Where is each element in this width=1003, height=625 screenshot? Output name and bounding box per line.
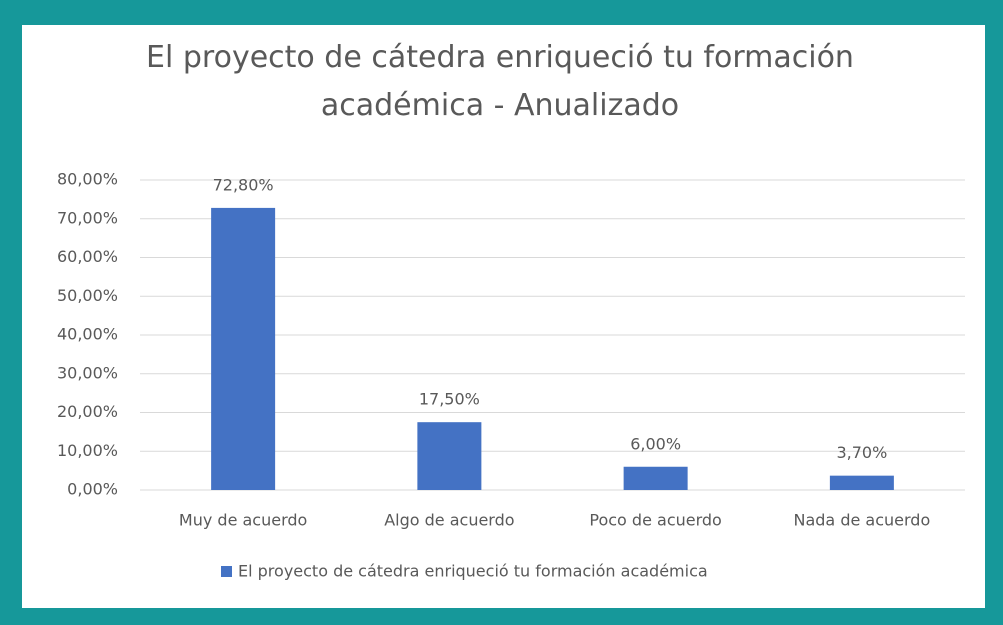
data-label: 6,00%: [630, 434, 681, 453]
y-tick-label: 40,00%: [57, 325, 118, 344]
y-tick-label: 10,00%: [57, 441, 118, 460]
y-tick-label: 50,00%: [57, 286, 118, 305]
bar: [211, 207, 276, 490]
data-label: 3,70%: [836, 443, 887, 462]
legend-swatch: [221, 566, 232, 577]
x-tick-label: Algo de acuerdo: [384, 511, 514, 530]
y-tick-label: 70,00%: [57, 208, 118, 227]
legend-label: El proyecto de cátedra enriqueció tu for…: [238, 562, 708, 581]
x-tick-label: Muy de acuerdo: [179, 511, 307, 530]
y-tick-label: 20,00%: [57, 402, 118, 421]
bar: [417, 422, 482, 490]
y-tick-label: 60,00%: [57, 247, 118, 266]
bar: [623, 466, 688, 490]
x-tick-label: Poco de acuerdo: [589, 511, 721, 530]
x-tick-label: Nada de acuerdo: [794, 511, 931, 530]
chart-title: El proyecto de cátedra enriqueció tu for…: [146, 40, 854, 123]
y-tick-label: 30,00%: [57, 363, 118, 382]
y-tick-label: 80,00%: [57, 170, 118, 189]
bar: [829, 475, 894, 490]
y-tick-label: 0,00%: [67, 480, 118, 499]
chart-frame: [22, 25, 985, 608]
data-label: 17,50%: [419, 390, 480, 409]
data-label: 72,80%: [213, 175, 274, 194]
